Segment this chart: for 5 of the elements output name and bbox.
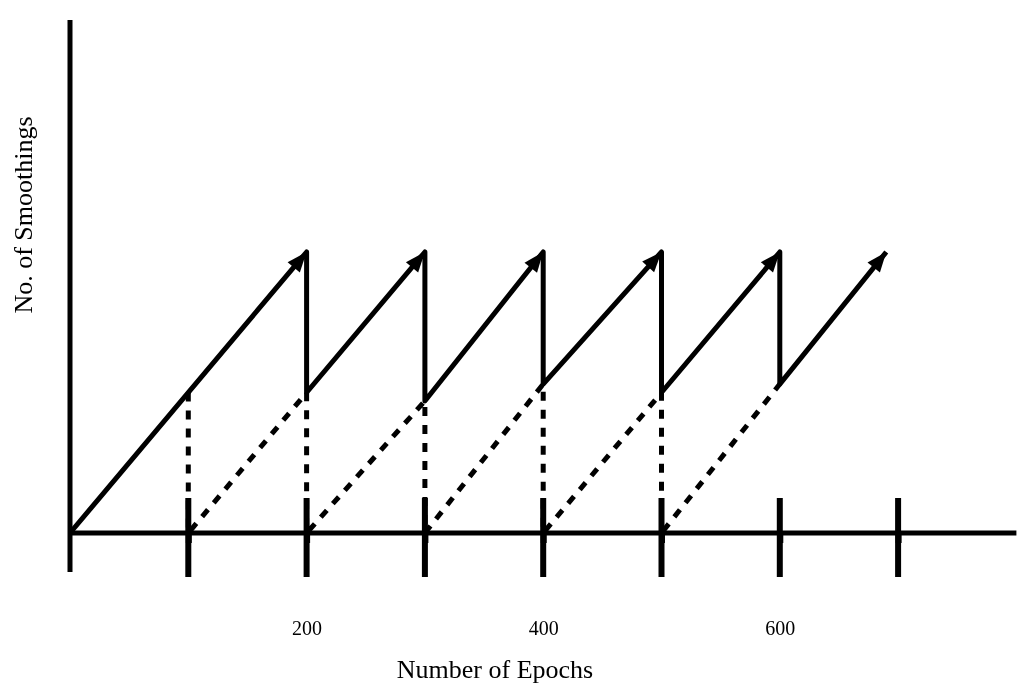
x-tick-label: 600 xyxy=(765,617,796,640)
x-axis-title: Number of Epochs xyxy=(396,655,594,684)
x-tick-label: 400 xyxy=(528,617,559,640)
x-tick-label: 200 xyxy=(292,617,323,640)
y-axis-title: No. of Smoothings xyxy=(9,116,38,314)
